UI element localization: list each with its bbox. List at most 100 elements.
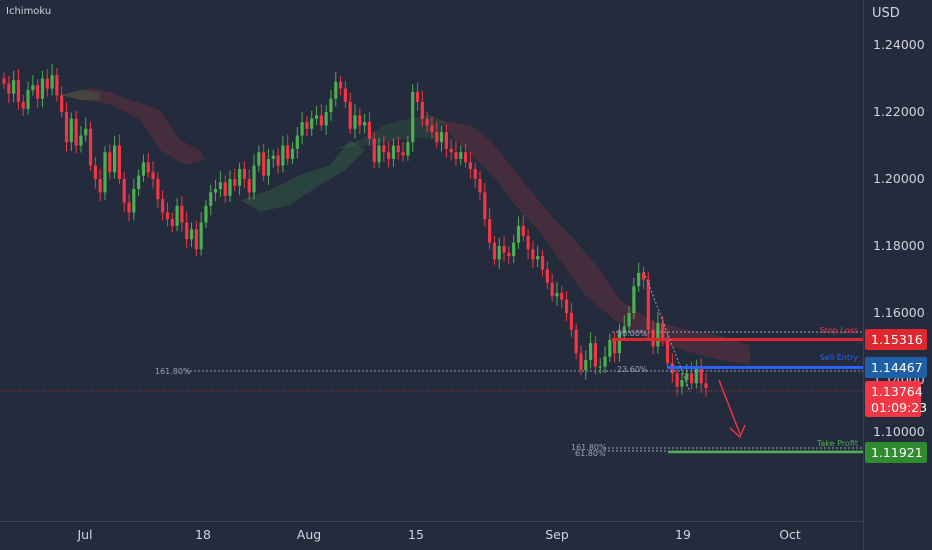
candle-body [675, 373, 679, 387]
candle-body [295, 135, 299, 149]
candle-body [343, 88, 347, 102]
candle [252, 154, 256, 200]
projection-arrow-head [729, 424, 746, 439]
candle-body [84, 128, 88, 136]
candle [391, 138, 396, 167]
candle [21, 95, 25, 116]
candle [492, 235, 497, 265]
candle-body [512, 242, 516, 257]
cloud-band [330, 115, 445, 150]
candle [310, 110, 314, 136]
candle [353, 104, 357, 139]
candle [656, 311, 660, 354]
candle-body [161, 199, 165, 213]
candle-body [329, 98, 333, 112]
candle-body [31, 85, 35, 91]
y-tick-label: 1.20000 [873, 171, 925, 186]
candle-body [16, 80, 21, 102]
candle-body [516, 225, 521, 243]
candle [603, 346, 607, 373]
candle-body [555, 292, 559, 297]
candle [204, 199, 208, 228]
candle-body [396, 145, 400, 153]
candle [334, 71, 338, 107]
candle-body [55, 75, 59, 96]
candle-body [300, 122, 304, 136]
take-profit-price-tag: 1.11921 [865, 442, 927, 463]
candle [550, 273, 554, 302]
candle-body [98, 179, 102, 193]
candle-body [165, 212, 170, 220]
candle [132, 178, 136, 221]
fib-23-label: 23.60% [617, 365, 648, 374]
candle-body [252, 165, 256, 193]
candle-body [435, 132, 439, 143]
candle-body [257, 152, 261, 166]
candle [338, 75, 343, 96]
candle [613, 332, 617, 363]
candle-body [627, 313, 631, 327]
candle [598, 358, 602, 374]
candle [526, 229, 530, 259]
candle [502, 235, 506, 262]
candle [449, 139, 453, 161]
candle [314, 105, 319, 125]
candle [564, 291, 569, 321]
candle [276, 147, 280, 174]
candle-body [93, 165, 97, 179]
x-tick-label: 15 [408, 527, 424, 542]
candle-body [74, 118, 78, 146]
candle-body [247, 179, 251, 193]
indicator-label[interactable]: Ichimoku [6, 6, 52, 17]
candle [151, 161, 155, 189]
candle-body [550, 282, 554, 297]
time-axis-separator [0, 521, 863, 522]
candle [156, 172, 160, 208]
candle [324, 105, 328, 135]
stop-loss-price-tag: 1.15316 [865, 329, 927, 350]
candle [536, 245, 540, 268]
candle [257, 145, 261, 172]
candle-body [108, 152, 112, 173]
candle [79, 126, 83, 153]
candle [343, 80, 347, 109]
candle [411, 84, 415, 152]
candle [627, 306, 631, 334]
candle [50, 64, 54, 96]
candle [540, 250, 545, 277]
candle-body [372, 138, 376, 163]
candle-body [334, 81, 338, 99]
candle [488, 208, 492, 249]
candle-body [310, 118, 314, 129]
candle [290, 141, 295, 165]
x-tick-label: Aug [297, 527, 321, 542]
candle [180, 196, 184, 233]
candle [560, 286, 564, 309]
candle [367, 111, 372, 146]
candle-body [88, 128, 93, 166]
candle-body [526, 235, 530, 250]
candle-body [507, 252, 511, 257]
candle [88, 121, 93, 171]
candle [584, 350, 588, 380]
candle-body [661, 323, 665, 340]
candle-body [204, 205, 208, 223]
candle [122, 172, 126, 212]
candle-body [40, 78, 45, 99]
y-tick-label: 1.10000 [873, 424, 925, 439]
candle [569, 302, 573, 337]
candle [699, 358, 703, 393]
candle [608, 333, 612, 362]
candle-body [646, 279, 650, 330]
candle-body [338, 81, 343, 89]
y-axis-labels: 1.240001.220001.200001.180001.160001.140… [873, 37, 925, 439]
candle-body [314, 115, 319, 119]
candle [242, 161, 247, 188]
candle-body [281, 145, 285, 166]
cloud-band [440, 120, 750, 365]
candle-body [26, 90, 30, 109]
current-price-value: 1.13764 [871, 384, 923, 399]
candle-body [483, 192, 487, 220]
candle-body [12, 80, 16, 94]
